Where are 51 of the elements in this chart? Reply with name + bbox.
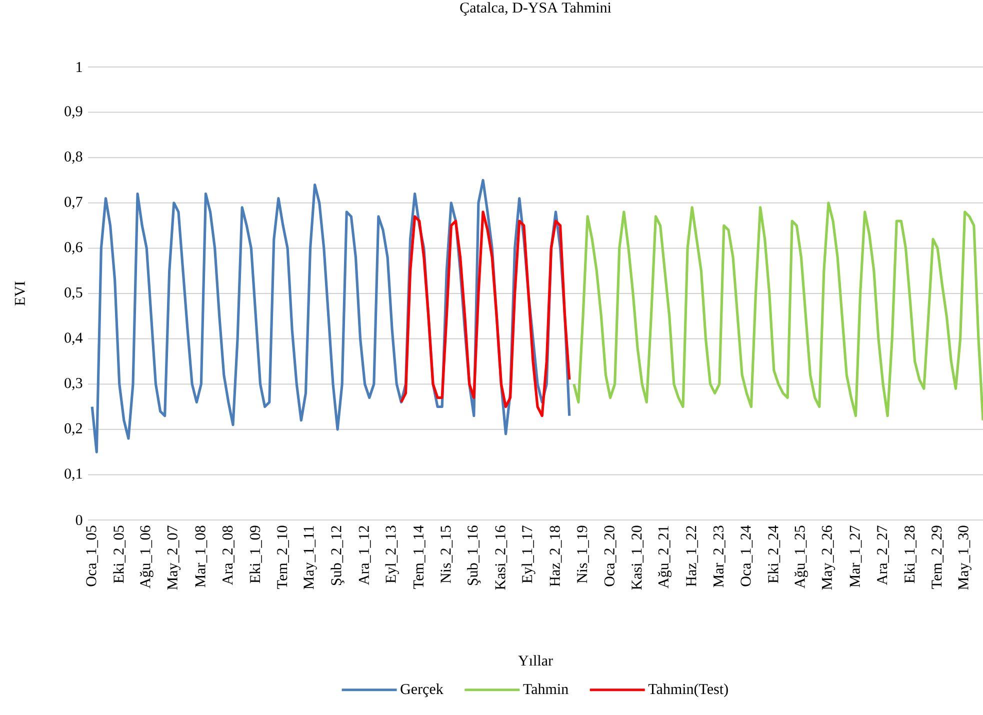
x-tick-label: May_1_11 <box>304 526 317 590</box>
y-tick-label: 0,7 <box>64 196 82 210</box>
x-axis-title: Yıllar <box>518 655 553 666</box>
x-tick-label: Eyl_1_17 <box>522 526 536 584</box>
x-tick-label: Ara_2_08 <box>222 526 234 586</box>
x-tick-label: Ağu_1_25 <box>794 526 808 588</box>
x-tick-label: Mar_2_23 <box>713 526 726 588</box>
x-tick-label: Eki_1_09 <box>250 526 262 584</box>
x-tick-label: Oca_2_20 <box>604 526 616 586</box>
x-tick-label: May_2_26 <box>822 526 836 590</box>
y-tick-label: 0 <box>76 514 82 526</box>
x-tick-label: Mar_1_27 <box>850 526 862 588</box>
y-axis-title: EVI <box>14 282 26 306</box>
chart-title: Çatalca, D-YSA Tahmini <box>460 2 612 16</box>
x-tick-label: Eyl_2_13 <box>385 526 399 584</box>
legend-label: Tahmin(Test) <box>648 684 728 698</box>
x-tick-label: Ağu_2_21 <box>658 526 672 588</box>
x-tick-label: Haz_1_22 <box>686 526 698 586</box>
legend-label: Tahmin <box>523 684 568 694</box>
y-tick-label: 0,1 <box>64 468 82 481</box>
legend-label: Gerçek <box>400 684 444 698</box>
x-tick-label: Oca_1_05 <box>86 526 98 586</box>
y-tick-label: 1 <box>76 62 82 72</box>
x-tick-label: Ara_2_27 <box>877 526 889 586</box>
x-tick-label: Tem_2_29 <box>932 526 944 589</box>
y-tick-label: 0,6 <box>64 242 82 254</box>
x-tick-label: Mar_1_08 <box>195 526 208 588</box>
x-tick-label: May_1_30 <box>958 526 972 590</box>
x-tick-label: Nis_2_15 <box>440 526 453 584</box>
x-tick-label: Haz_2_18 <box>550 526 562 586</box>
y-tick-label: 0,8 <box>64 151 82 164</box>
x-tick-label: Ağu_1_06 <box>140 526 154 588</box>
line-series <box>400 210 571 418</box>
x-tick-label: Şub_2_12 <box>330 526 344 586</box>
y-tick-label: 0,3 <box>64 378 82 390</box>
x-tick-label: Tem_2_10 <box>277 526 289 589</box>
x-tick-label: Kasi_1_20 <box>632 526 644 590</box>
y-tick-label: 0,9 <box>64 106 82 118</box>
x-tick-label: Eki_1_28 <box>904 526 916 584</box>
x-tick-label: Tem_1_14 <box>413 525 426 589</box>
y-tick-label: 0,4 <box>64 332 83 345</box>
x-tick-label: Eki_2_24 <box>768 525 780 584</box>
x-tick-label: May_2_07 <box>167 526 181 590</box>
y-tick-label: 0,2 <box>64 423 82 436</box>
x-tick-label: Eki_2_05 <box>113 526 126 584</box>
x-tick-label: Ara_1_12 <box>358 526 371 586</box>
x-tick-label: Oca_1_24 <box>740 525 753 586</box>
x-tick-label: Kasi_2_16 <box>495 526 508 590</box>
x-tick-label: Nis_1_19 <box>577 526 589 584</box>
x-tick-label: Şub_1_16 <box>467 526 481 586</box>
y-tick-label: 0,5 <box>64 287 82 300</box>
